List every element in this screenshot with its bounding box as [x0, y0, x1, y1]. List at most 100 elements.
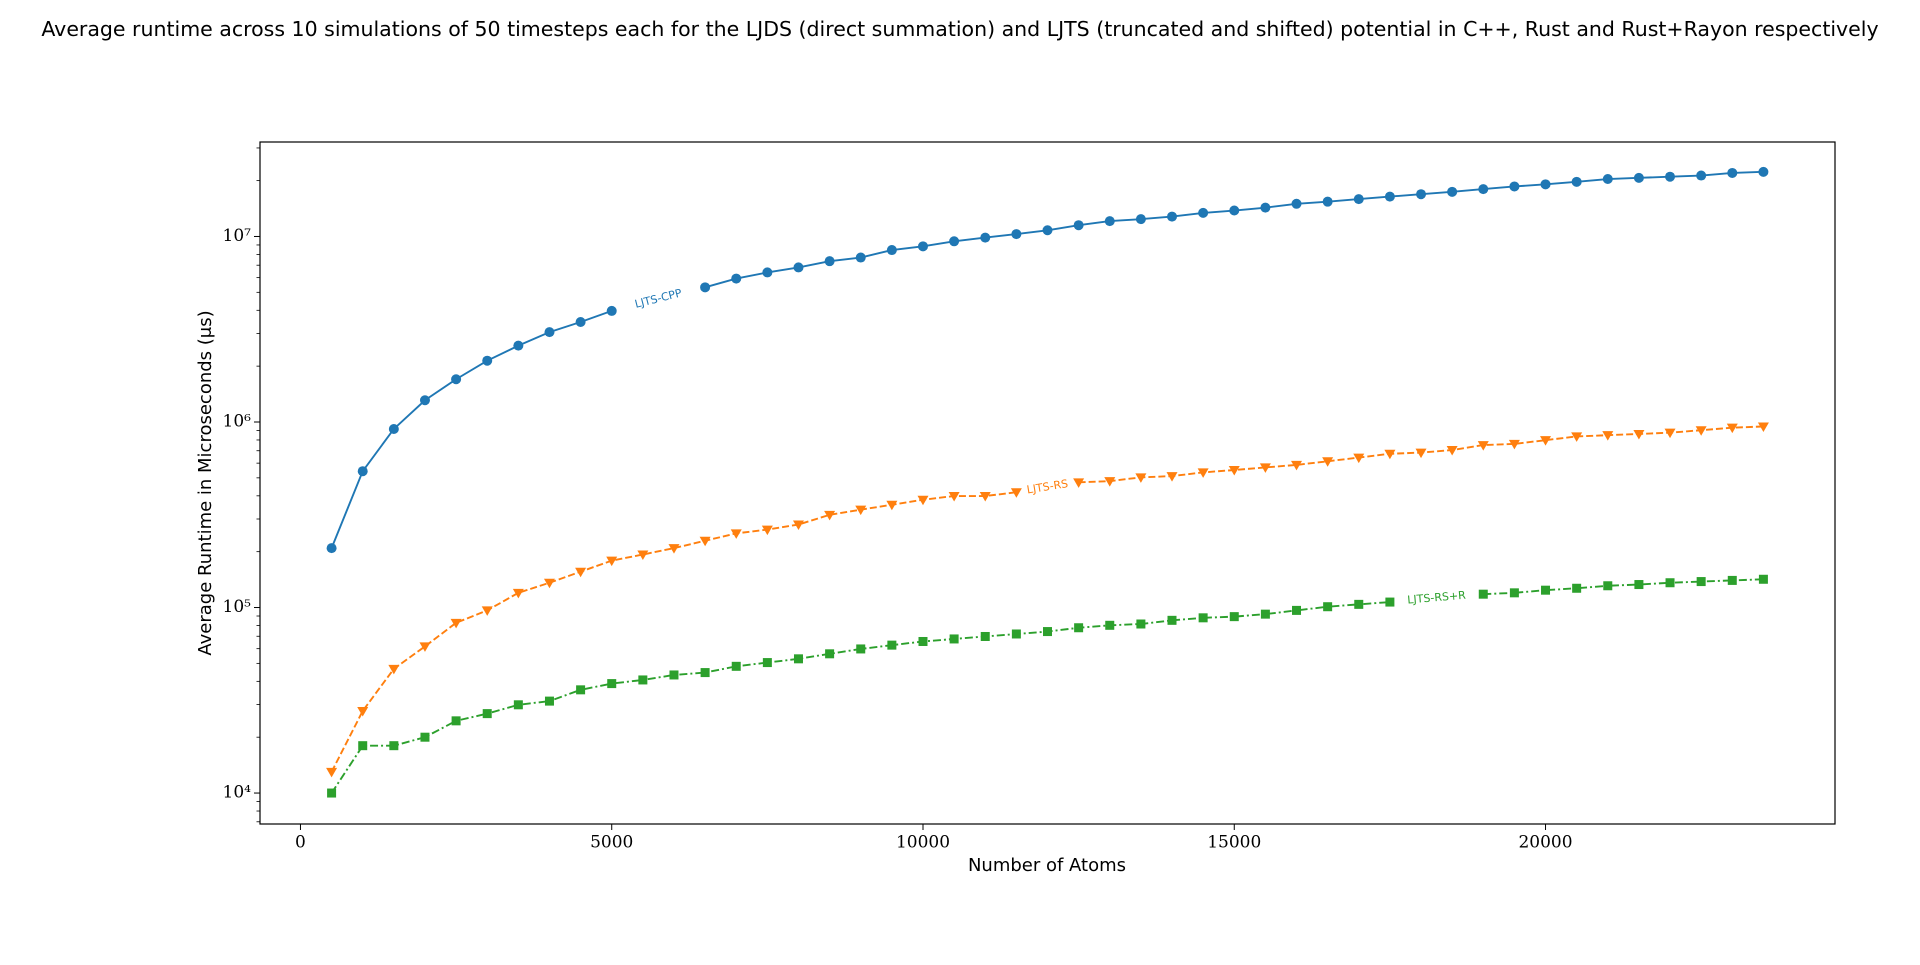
point — [1010, 488, 1022, 498]
point — [419, 395, 430, 406]
point — [1633, 429, 1645, 440]
y-tick-label: 10⁵ — [223, 597, 252, 617]
series: LJTS-CPP — [326, 166, 1769, 554]
point — [513, 340, 524, 351]
point — [1323, 602, 1333, 612]
point — [1696, 577, 1706, 587]
point — [1198, 207, 1209, 218]
point — [1322, 457, 1334, 467]
point — [1757, 422, 1769, 432]
point — [1167, 615, 1177, 625]
point — [1508, 439, 1520, 450]
point — [1043, 627, 1052, 637]
point — [1198, 613, 1208, 623]
point — [700, 668, 710, 678]
point — [917, 241, 928, 252]
point — [1073, 220, 1084, 231]
point — [607, 679, 617, 689]
series-label: LJTS-CPP — [633, 286, 683, 310]
point — [1135, 473, 1147, 483]
point — [1291, 198, 1302, 209]
point — [1229, 205, 1240, 216]
point — [1011, 229, 1022, 240]
point — [1167, 211, 1178, 222]
point — [886, 500, 898, 511]
point — [1696, 170, 1707, 181]
point — [1136, 619, 1146, 629]
point — [1166, 472, 1178, 482]
point — [1229, 612, 1239, 622]
point — [1322, 196, 1333, 207]
point — [917, 495, 929, 506]
point — [1726, 423, 1738, 434]
point — [1665, 171, 1676, 182]
point — [388, 423, 399, 434]
point — [979, 492, 991, 502]
point — [358, 741, 368, 751]
point — [576, 685, 586, 695]
point — [512, 588, 524, 599]
point — [1758, 166, 1769, 177]
point — [855, 505, 867, 516]
series-line — [330, 578, 1764, 794]
point — [886, 245, 897, 256]
point — [1540, 436, 1552, 446]
point — [1228, 466, 1240, 476]
point — [544, 696, 554, 706]
point — [327, 788, 337, 798]
point — [1197, 468, 1209, 478]
point — [1353, 194, 1364, 205]
x-tick-label: 20000 — [1518, 833, 1572, 853]
point — [1292, 605, 1302, 615]
point — [357, 466, 368, 477]
y-tick-label: 10⁷ — [223, 226, 252, 246]
point — [1665, 578, 1675, 588]
point — [1634, 580, 1644, 590]
point — [1074, 623, 1084, 633]
series-line — [330, 425, 1764, 773]
point — [887, 640, 897, 650]
point — [980, 232, 991, 243]
point — [1384, 449, 1396, 460]
point — [1602, 174, 1613, 185]
y-tick-label: 10⁴ — [223, 783, 252, 803]
point — [575, 316, 586, 327]
point — [730, 529, 742, 539]
point — [326, 543, 337, 554]
x-tick-label: 5000 — [590, 833, 633, 853]
point — [575, 567, 587, 578]
point — [856, 644, 866, 654]
series-label: LJTS-RS — [1026, 477, 1069, 496]
point — [1260, 609, 1270, 619]
point — [606, 556, 618, 567]
point — [1384, 191, 1395, 202]
point — [419, 642, 431, 652]
point — [1727, 575, 1737, 585]
point — [761, 525, 773, 536]
point — [482, 709, 492, 719]
point — [1104, 477, 1116, 487]
point — [389, 741, 399, 751]
point — [1509, 588, 1519, 598]
point — [513, 700, 523, 710]
point — [1011, 629, 1021, 639]
point — [1695, 426, 1707, 436]
point — [1105, 620, 1115, 630]
point — [762, 658, 772, 668]
series: LJTS-RS — [326, 422, 1769, 778]
point — [855, 252, 866, 263]
point — [326, 767, 338, 778]
point — [544, 327, 555, 338]
point — [700, 282, 711, 293]
point — [1135, 214, 1146, 225]
point — [824, 256, 835, 267]
point — [762, 267, 773, 278]
point — [1478, 184, 1489, 195]
point — [1571, 432, 1583, 442]
series-label: LJTS-RS+R — [1407, 589, 1467, 607]
point — [1540, 179, 1551, 190]
point — [481, 606, 493, 616]
point — [1260, 202, 1271, 213]
axes-frame — [259, 141, 1836, 825]
